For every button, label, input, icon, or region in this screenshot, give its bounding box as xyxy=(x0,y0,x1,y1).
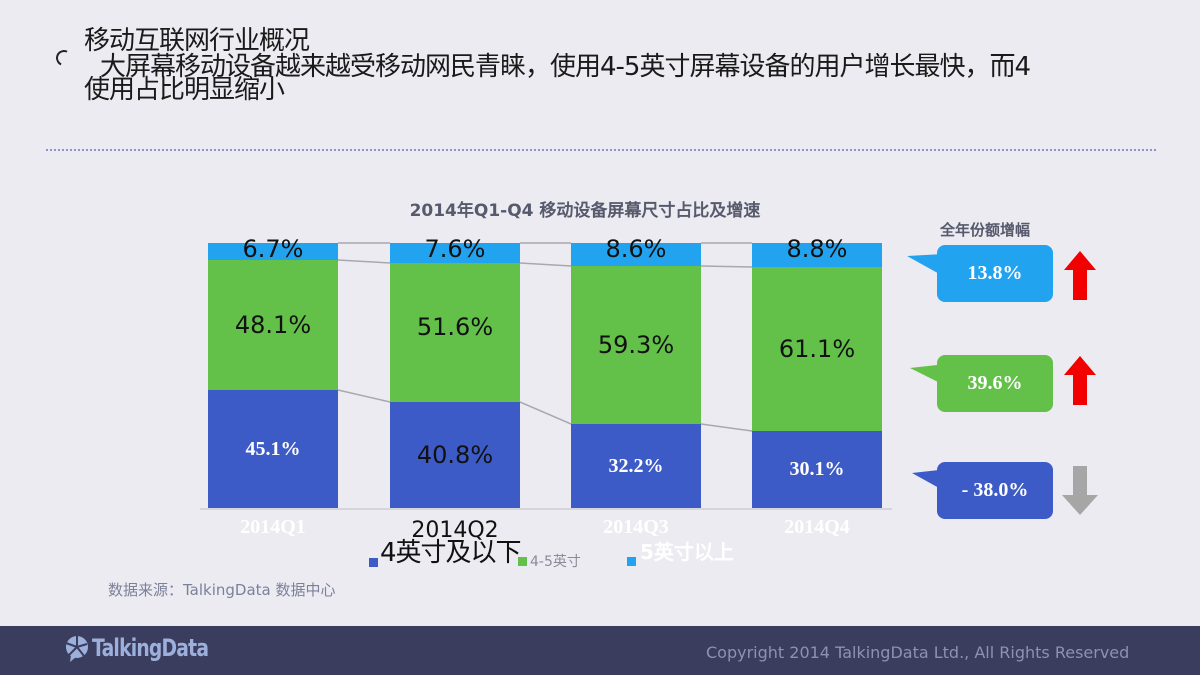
x-tick-2014q2: 2014Q2 xyxy=(411,518,499,543)
section-title: 移动互联网行业概况 xyxy=(84,26,310,56)
x-axis-line xyxy=(200,508,892,510)
x-tick-2014q1: 2014Q1 xyxy=(240,516,306,538)
headline-line-1: 大屏幕移动设备越来越受移动网民青睐，使用4-5英寸屏幕设备的用户增长最快，而4 xyxy=(100,52,1031,82)
label-small-q2: 40.8% xyxy=(416,441,494,469)
growth-value-small: - 38.0% xyxy=(961,479,1029,501)
label-large-q1: 6.7% xyxy=(242,235,304,263)
growth-value-mid: 39.6% xyxy=(967,372,1023,394)
data-source: 数据来源：TalkingData 数据中心 xyxy=(108,581,336,599)
arrow-down-icon xyxy=(1062,466,1098,515)
bullet-icon xyxy=(53,47,75,69)
dotted-divider xyxy=(46,149,1156,151)
growth-bubble-large: 13.8% xyxy=(937,245,1053,302)
segment-small: 32.2% xyxy=(571,424,701,508)
segment-large: 7.6% xyxy=(390,235,520,263)
copyright-text: Copyright 2014 TalkingData Ltd., All Rig… xyxy=(706,643,1130,662)
legend-swatch-large xyxy=(627,557,636,566)
talkingdata-logo: TalkingData xyxy=(92,634,209,662)
x-tick-2014q3: 2014Q3 xyxy=(603,516,669,538)
bar-2014q3: 8.6% 59.3% 32.2% xyxy=(571,235,701,508)
segment-mid: 48.1% xyxy=(208,260,338,390)
talkingdata-logo-icon xyxy=(65,636,88,662)
segment-mid: 51.6% xyxy=(390,263,520,402)
legend-swatch-mid xyxy=(518,557,527,566)
growth-bubble-mid: 39.6% xyxy=(937,355,1053,412)
segment-small: 40.8% xyxy=(390,402,520,508)
arrow-up-icon xyxy=(1064,356,1096,405)
label-small-q3: 32.2% xyxy=(608,454,664,477)
arrow-up-icon xyxy=(1064,251,1096,300)
label-mid-q4: 61.1% xyxy=(778,335,856,363)
label-mid-q1: 48.1% xyxy=(234,311,312,339)
label-large-q2: 7.6% xyxy=(424,235,486,263)
label-mid-q2: 51.6% xyxy=(416,312,494,341)
bar-2014q4: 8.8% 61.1% 30.1% xyxy=(752,235,882,508)
bubble-tail-large xyxy=(907,254,943,276)
growth-bubble-small: - 38.0% xyxy=(937,462,1053,519)
bar-2014q2: 7.6% 51.6% 40.8% xyxy=(390,235,520,508)
legend-swatch-small xyxy=(369,558,378,567)
segment-small: 30.1% xyxy=(752,431,882,508)
segment-large: 6.7% xyxy=(208,235,338,263)
legend-label-mid: 4-5英寸 xyxy=(530,554,581,570)
segment-small: 45.1% xyxy=(208,390,338,508)
label-small-q4: 30.1% xyxy=(789,458,845,480)
segment-large: 8.8% xyxy=(752,235,882,267)
growth-panel-title: 全年份额增幅 xyxy=(940,221,1031,239)
chart-title: 2014年Q1-Q4 移动设备屏幕尺寸占比及增速 xyxy=(409,201,761,221)
legend-label-large: 5英寸以上 xyxy=(640,540,734,564)
footer-bar xyxy=(0,626,1200,675)
segment-mid: 61.1% xyxy=(752,267,882,431)
headline-line-2: 使用占比明显缩小 xyxy=(84,75,285,105)
label-large-q3: 8.6% xyxy=(605,235,667,263)
bar-2014q1: 6.7% 48.1% 45.1% xyxy=(208,235,338,508)
growth-value-large: 13.8% xyxy=(967,262,1023,284)
label-small-q1: 45.1% xyxy=(245,437,301,460)
segment-large: 8.6% xyxy=(571,235,701,266)
label-large-q4: 8.8% xyxy=(786,235,848,263)
segment-mid: 59.3% xyxy=(571,266,701,424)
label-mid-q3: 59.3% xyxy=(597,331,675,359)
legend-label-small: 4英寸及以下 xyxy=(380,538,522,568)
x-tick-2014q4: 2014Q4 xyxy=(784,516,850,538)
